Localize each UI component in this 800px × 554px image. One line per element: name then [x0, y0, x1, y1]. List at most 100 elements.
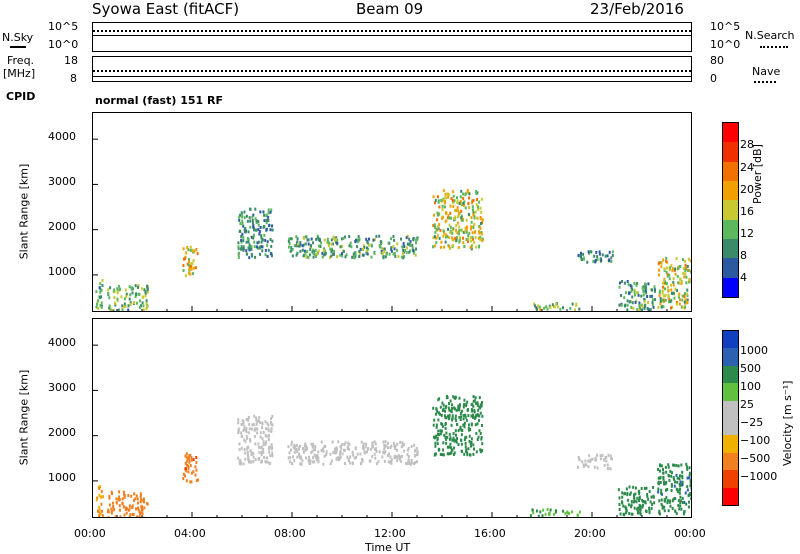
colorbar-segment	[723, 435, 738, 453]
data-cell	[317, 456, 320, 460]
data-cell	[308, 455, 311, 459]
data-cell	[110, 511, 113, 515]
data-cell	[643, 307, 646, 311]
data-cell	[368, 237, 371, 241]
data-cell	[610, 256, 613, 260]
data-cell	[544, 512, 547, 516]
data-cell	[352, 255, 355, 259]
data-cell	[468, 192, 471, 196]
data-cell	[444, 435, 447, 439]
data-cell	[662, 285, 665, 289]
data-cell	[297, 447, 300, 451]
data-cell	[665, 470, 668, 474]
data-cell	[255, 422, 258, 426]
data-cell	[665, 266, 668, 270]
data-cell	[348, 244, 351, 248]
data-cell	[248, 216, 251, 220]
data-cell	[409, 462, 412, 466]
data-cell	[649, 308, 652, 312]
data-cell	[662, 298, 665, 302]
data-cell	[435, 241, 438, 245]
data-cell	[327, 244, 330, 248]
data-cell	[407, 455, 410, 459]
data-cell	[559, 307, 562, 311]
data-cell	[577, 465, 580, 469]
data-cell	[146, 305, 149, 309]
data-cell	[480, 437, 483, 441]
data-cell	[185, 469, 188, 473]
data-cell	[549, 305, 552, 309]
data-cell	[320, 241, 323, 245]
scatter-region	[287, 440, 419, 466]
data-cell	[445, 437, 448, 441]
data-cell	[259, 435, 262, 439]
data-cell	[349, 455, 352, 459]
data-cell	[267, 427, 270, 431]
data-cell	[670, 291, 673, 295]
data-cell	[666, 499, 669, 503]
colorbar-segment	[723, 487, 738, 505]
data-cell	[472, 413, 475, 417]
data-cell	[242, 239, 245, 243]
data-cell	[295, 444, 298, 448]
data-cell	[189, 248, 192, 252]
xaxis-label: Time UT	[365, 541, 411, 554]
data-cell	[663, 300, 666, 304]
data-cell	[445, 219, 448, 223]
data-cell	[399, 455, 402, 459]
data-cell	[636, 507, 639, 511]
data-cell	[641, 505, 644, 509]
data-cell	[101, 513, 104, 517]
data-cell	[599, 257, 602, 261]
data-cell	[382, 450, 385, 454]
data-cell	[578, 510, 581, 514]
data-cell	[335, 450, 338, 454]
data-cell	[388, 452, 391, 456]
data-cell	[135, 301, 138, 305]
data-cell	[250, 252, 253, 256]
data-cell	[184, 257, 187, 261]
data-cell	[361, 253, 364, 257]
data-cell	[432, 213, 435, 217]
data-cell	[657, 482, 660, 486]
data-cell	[348, 235, 351, 239]
data-cell	[404, 248, 407, 252]
data-cell	[239, 222, 242, 226]
data-cell	[270, 443, 273, 447]
data-cell	[687, 500, 690, 504]
data-cell	[139, 492, 142, 496]
data-cell	[623, 281, 626, 285]
data-cell	[317, 459, 320, 463]
data-cell	[471, 201, 474, 205]
data-cell	[581, 460, 584, 464]
data-cell	[314, 444, 317, 448]
colorbar-segment	[723, 161, 738, 181]
data-cell	[660, 265, 663, 269]
data-cell	[450, 410, 453, 414]
data-cell	[434, 441, 437, 445]
data-cell	[443, 201, 446, 205]
data-cell	[467, 426, 470, 430]
data-cell	[639, 512, 642, 516]
data-cell	[354, 255, 357, 259]
data-cell	[329, 462, 332, 466]
data-cell	[651, 301, 654, 305]
data-cell	[433, 453, 436, 457]
data-cell	[108, 304, 111, 308]
scatter-region	[95, 279, 104, 310]
data-cell	[97, 299, 100, 303]
data-cell	[446, 234, 449, 238]
data-cell	[121, 308, 124, 312]
data-cell	[673, 296, 676, 300]
data-cell	[246, 436, 249, 440]
data-cell	[257, 246, 260, 250]
data-cell	[455, 440, 458, 444]
data-cell	[187, 466, 190, 470]
data-cell	[247, 418, 250, 422]
data-cell	[452, 205, 455, 209]
data-cell	[395, 448, 398, 452]
data-cell	[365, 246, 368, 250]
data-cell	[447, 227, 450, 231]
data-cell	[637, 511, 640, 515]
data-cell	[268, 223, 271, 227]
